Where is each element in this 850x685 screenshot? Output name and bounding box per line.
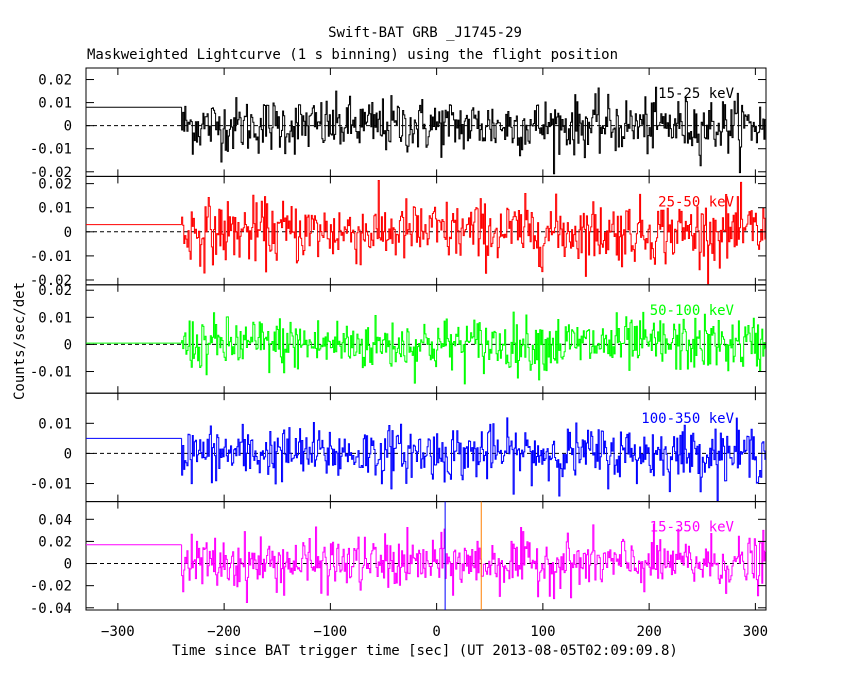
x-tick-label: 100 — [530, 624, 555, 640]
panel-frame — [85, 284, 767, 394]
panel-5: -0.04 -0.02 0 0.02 0.04 15-350 keV — [30, 501, 767, 617]
panel-4: -0.01 0 0.01 100-350 keV — [30, 392, 767, 503]
y-tick-label: -0.01 — [30, 365, 72, 381]
x-tick-label: 200 — [636, 624, 661, 640]
x-axis-label: Time since BAT trigger time [sec] (UT 20… — [172, 643, 678, 659]
y-tick-label: -0.01 — [30, 477, 72, 493]
band-label: 100-350 keV — [641, 411, 734, 427]
lightcurve-series — [181, 523, 766, 603]
plot-panels: -0.02 -0.01 0 0.01 0.02 15-25 keV -0.02 -0.01 0 0… — [30, 67, 768, 640]
x-tick-label: −200 — [207, 624, 241, 640]
y-tick-label: 0.04 — [38, 512, 72, 528]
y-tick-label: 0 — [64, 119, 72, 135]
band-label: 15-25 keV — [658, 86, 734, 102]
chart-title: Swift-BAT GRB _J1745-29 — [328, 25, 522, 41]
y-tick-label: 0.01 — [38, 201, 72, 217]
band-label: 50-100 keV — [650, 303, 735, 319]
x-tick-label: −300 — [101, 624, 135, 640]
y-tick-label: 0 — [64, 557, 72, 573]
panel-1: -0.02 -0.01 0 0.01 0.02 15-25 keV — [30, 67, 767, 181]
y-tick-label: -0.01 — [30, 249, 72, 265]
y-tick-label: 0 — [64, 337, 72, 353]
band-label: 25-50 keV — [658, 194, 734, 210]
band-label: 15-350 keV — [650, 520, 735, 536]
y-tick-label: 0 — [64, 446, 72, 462]
y-tick-label: 0.02 — [38, 73, 72, 89]
chart-subtitle: Maskweighted Lightcurve (1 s binning) us… — [87, 47, 618, 63]
x-tick-label: −100 — [314, 624, 348, 640]
lightcurve-series — [181, 417, 766, 502]
x-tick-label: 0 — [432, 624, 440, 640]
y-tick-label: 0.02 — [38, 283, 72, 299]
y-tick-label: -0.04 — [30, 601, 72, 617]
y-tick-label: -0.02 — [30, 165, 72, 181]
y-tick-label: 0.01 — [38, 310, 72, 326]
panel-3: -0.01 0 0.01 0.02 50-100 keV — [30, 283, 767, 394]
y-tick-label: 0.02 — [38, 534, 72, 550]
x-tick-label: 300 — [743, 624, 768, 640]
y-tick-label: -0.02 — [30, 579, 72, 595]
panel-frame — [85, 501, 767, 611]
y-tick-label: 0.02 — [38, 177, 72, 193]
y-tick-label: -0.02 — [30, 273, 72, 289]
y-tick-label: -0.01 — [30, 142, 72, 158]
y-tick-label: 0.01 — [38, 96, 72, 112]
lightcurve-series — [181, 180, 766, 285]
y-tick-label: 0.01 — [38, 416, 72, 432]
y-axis-label: Counts/sec/det — [12, 282, 28, 400]
panel-2: -0.02 -0.01 0 0.01 0.02 25-50 keV — [30, 175, 767, 289]
y-tick-label: 0 — [64, 225, 72, 241]
lightcurve-series — [181, 311, 766, 385]
lightcurve-series — [181, 86, 766, 175]
